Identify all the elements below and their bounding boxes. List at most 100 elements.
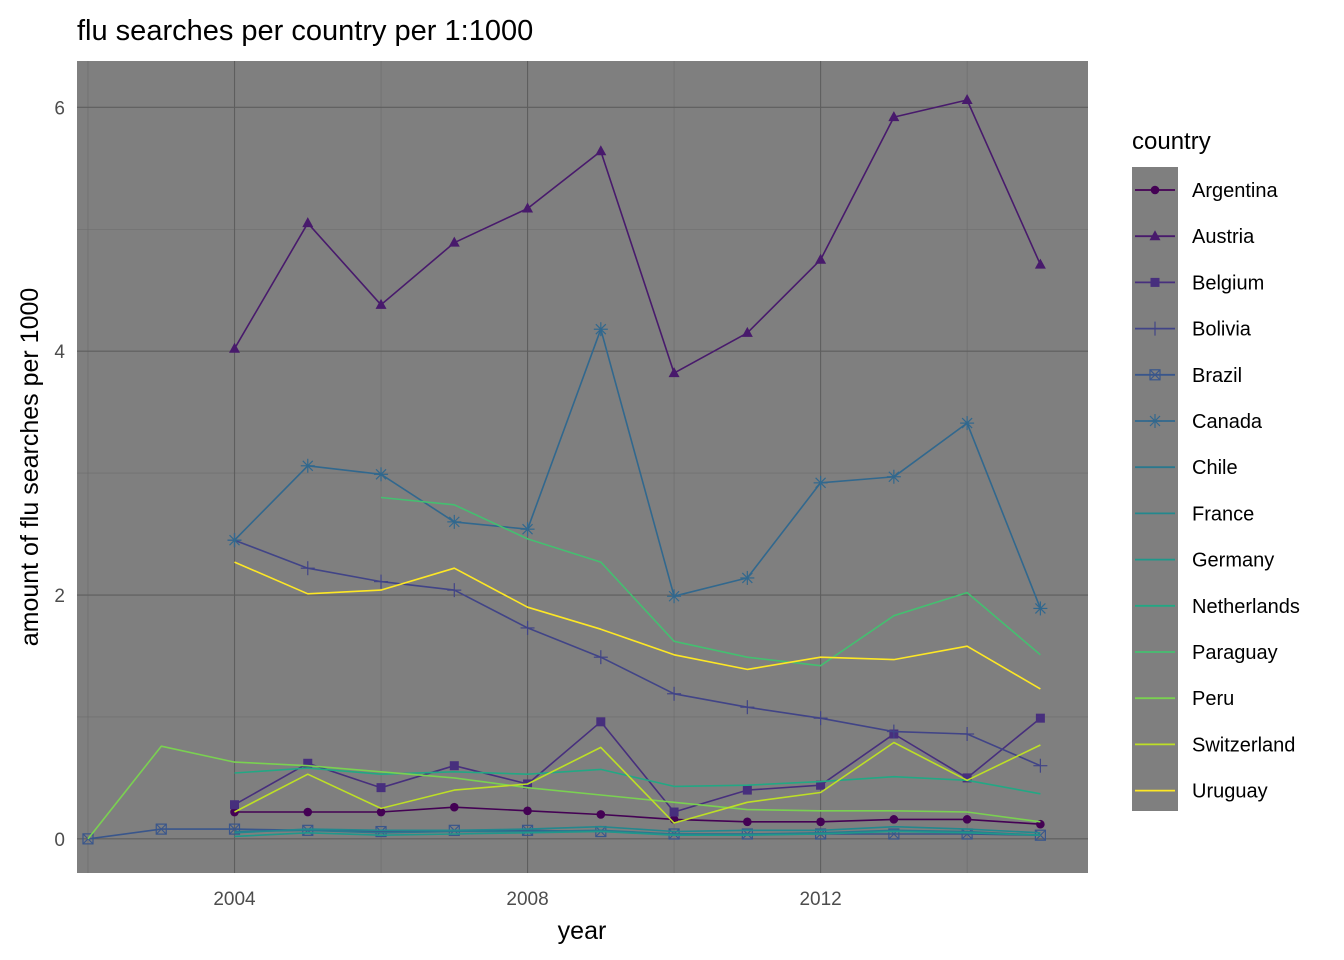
data-point-argentina (889, 815, 899, 824)
data-point-canada (813, 475, 828, 490)
legend-label: Canada (1192, 411, 1263, 433)
series-line-austria (233, 99, 1042, 374)
legend-label: Netherlands (1192, 596, 1300, 618)
legend-label: Peru (1192, 688, 1234, 710)
data-point-bolivia (960, 727, 975, 742)
data-point-brazil (155, 823, 167, 835)
data-point-argentina (303, 807, 313, 817)
data-point-argentina (962, 815, 972, 824)
data-point-belgium (669, 807, 679, 817)
data-point-canada (520, 522, 535, 537)
data-point-canada (300, 458, 315, 473)
data-point-canada (447, 514, 462, 529)
legend-label: France (1192, 503, 1254, 525)
data-point-bolivia (813, 711, 828, 726)
legend-item-uruguay: Uruguay (1135, 781, 1268, 803)
series-canada (227, 322, 1048, 616)
series-peru (87, 745, 1041, 840)
legend-key-marker (1149, 369, 1161, 381)
series-chile (234, 829, 1041, 836)
data-point-austria (375, 298, 387, 309)
legend-label: Bolivia (1192, 319, 1252, 341)
data-point-argentina (816, 817, 825, 827)
data-point-austria (668, 367, 680, 378)
data-point-austria (961, 94, 973, 105)
data-point-bolivia (374, 574, 389, 589)
series-bolivia (227, 533, 1048, 773)
data-point-austria (595, 145, 607, 156)
series-line-uruguay (234, 561, 1041, 690)
data-point-belgium (596, 717, 606, 727)
series-line-canada (233, 328, 1042, 609)
legend-label: Paraguay (1192, 642, 1278, 664)
x-tick-label: 2012 (799, 889, 841, 910)
legend-label: Argentina (1192, 180, 1278, 202)
data-point-bolivia (447, 583, 462, 598)
data-point-canada (667, 589, 682, 604)
series-line-switzerland (234, 741, 1041, 824)
series-uruguay (234, 561, 1041, 690)
y-tick-label: 2 (54, 586, 65, 607)
series-line-france (234, 825, 1041, 834)
data-point-austria (815, 253, 827, 264)
data-point-canada (886, 469, 901, 484)
series-line-bolivia (234, 539, 1041, 767)
legend-key-marker (1150, 277, 1160, 287)
y-tick-label: 6 (54, 98, 65, 119)
data-point-belgium (816, 780, 826, 790)
legend-item-peru: Peru (1135, 688, 1234, 710)
data-point-bolivia (886, 724, 901, 739)
series-line-argentina (234, 806, 1041, 825)
data-point-austria (448, 236, 460, 247)
data-point-belgium (742, 785, 752, 795)
y-tick-label: 4 (54, 342, 65, 363)
data-point-bolivia (300, 561, 315, 576)
legend: country Argentina Austria Belgium Bolivia Br… (1132, 128, 1300, 811)
data-point-belgium (449, 761, 459, 771)
legend-label: Germany (1192, 550, 1274, 572)
series-france (234, 825, 1041, 834)
legend-key-marker (1148, 414, 1162, 428)
grid-lines (77, 61, 1088, 873)
legend-label: Belgium (1192, 272, 1264, 294)
data-point-argentina (523, 806, 532, 816)
data-point-canada (960, 416, 975, 431)
data-point-belgium (230, 800, 240, 810)
series-paraguay (380, 496, 1041, 667)
legend-label: Switzerland (1192, 734, 1295, 756)
data-point-austria (1034, 258, 1046, 269)
legend-item-germany: Germany (1135, 550, 1274, 572)
legend-key-marker (1150, 185, 1160, 195)
data-point-canada (593, 322, 608, 337)
series-layer (82, 94, 1048, 845)
series-netherlands (234, 767, 1041, 795)
data-point-austria (302, 217, 314, 228)
y-axis-title: amount of flu searches per 1000 (16, 288, 44, 647)
data-point-austria (741, 326, 753, 337)
series-line-germany (234, 830, 1041, 838)
legend-key-background (1132, 167, 1178, 811)
legend-item-austria: Austria (1135, 226, 1255, 248)
data-point-argentina (230, 807, 239, 817)
data-point-austria (229, 342, 241, 353)
data-point-canada (227, 533, 242, 548)
legend-item-bolivia: Bolivia (1135, 319, 1252, 341)
chart-title: flu searches per country per 1:1000 (77, 15, 533, 47)
legend-title: country (1132, 128, 1211, 155)
legend-item-chile: Chile (1135, 457, 1238, 479)
legend-item-canada: Canada (1135, 411, 1263, 433)
legend-item-france: France (1135, 503, 1254, 525)
x-axis-title: year (558, 917, 607, 945)
legend-label: Uruguay (1192, 781, 1268, 803)
series-line-peru (87, 745, 1041, 840)
data-point-bolivia (520, 620, 535, 635)
legend-item-netherlands: Netherlands (1135, 596, 1300, 618)
data-point-bolivia (593, 650, 608, 665)
legend-label: Chile (1192, 457, 1238, 479)
data-point-belgium (962, 773, 972, 783)
legend-key-marker (1148, 321, 1162, 336)
legend-label: Brazil (1192, 365, 1242, 387)
x-tick-label: 2004 (213, 889, 256, 910)
data-point-belgium (376, 783, 386, 793)
series-austria (229, 94, 1046, 378)
